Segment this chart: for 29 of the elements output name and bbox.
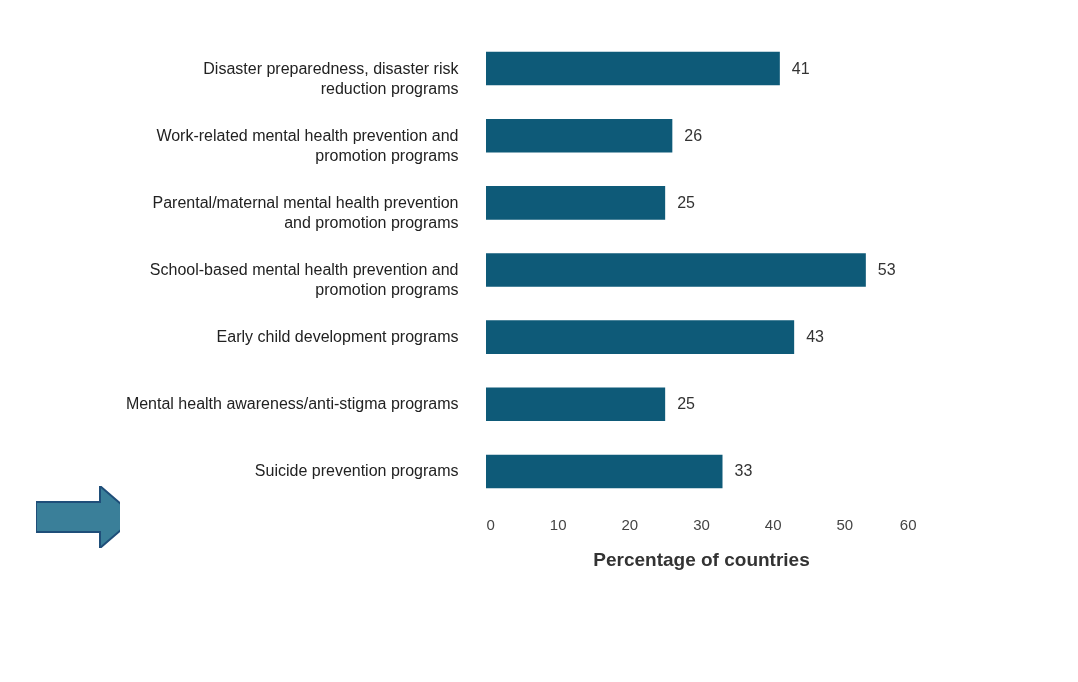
x-tick-label: 20 <box>621 515 639 533</box>
y-tick-label: School-based mental health prevention and promotion programs <box>149 261 459 298</box>
data-label: 53 <box>877 261 896 278</box>
data-label: 25 <box>677 395 696 413</box>
x-axis-title: Percentage of countries <box>593 548 810 570</box>
x-tick-label: 10 <box>549 515 567 533</box>
bar <box>486 51 780 86</box>
data-label: 25 <box>677 193 696 211</box>
bar <box>486 454 723 489</box>
y-tick-label: Suicide prevention programs <box>254 462 459 480</box>
bar <box>486 186 666 220</box>
data-label: 26 <box>684 126 703 144</box>
data-label: 33 <box>734 462 753 480</box>
y-tick-label: Early child development programs <box>216 328 459 346</box>
bar <box>486 118 673 153</box>
x-tick-label: 0 <box>486 515 495 533</box>
x-tick-label: 40 <box>764 515 782 533</box>
data-label: 41 <box>791 59 810 77</box>
y-tick-label: Work-related mental health prevention and promotion programs <box>156 126 459 164</box>
bar <box>486 387 666 422</box>
x-tick-label: 30 <box>693 515 710 533</box>
data-label: 43 <box>806 328 825 346</box>
bar <box>486 320 795 354</box>
y-tick-label: Mental health awareness/anti-stigma programs <box>125 395 459 413</box>
y-tick-label: Disaster preparedness, disaster risk reduction programs <box>203 59 460 97</box>
bar <box>486 253 866 287</box>
y-tick-label: Parental/maternal mental health prevention and promotion programs <box>152 193 459 231</box>
x-tick-label: 60 <box>899 515 917 533</box>
x-tick-label: 50 <box>836 515 854 533</box>
